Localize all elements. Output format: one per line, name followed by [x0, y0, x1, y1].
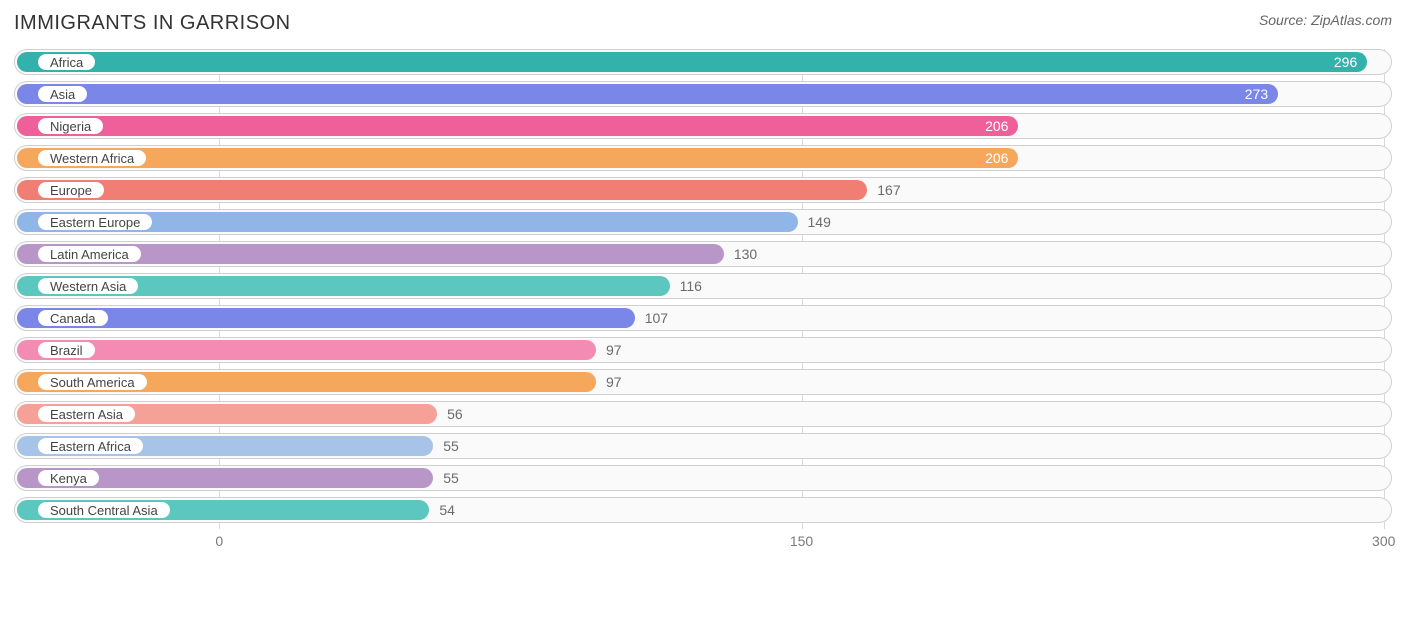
chart-source: Source: ZipAtlas.com — [1259, 12, 1392, 28]
chart-row: South America 97 — [14, 369, 1392, 395]
chart-row: Nigeria 206 — [14, 113, 1392, 139]
bar-track: Western Africa 206 — [14, 145, 1392, 171]
bar-value-label: 97 — [606, 370, 622, 394]
bar-fill — [17, 148, 1018, 168]
bar-category-pill: Canada — [37, 309, 109, 327]
bar-category-pill: Eastern Africa — [37, 437, 144, 455]
x-axis-tick-label: 0 — [215, 533, 223, 549]
x-axis-tick-label: 150 — [790, 533, 813, 549]
bar-track: Latin America 130 — [14, 241, 1392, 267]
chart-row: Kenya 55 — [14, 465, 1392, 491]
bar-category-pill: Europe — [37, 181, 105, 199]
bar-category-pill: Eastern Asia — [37, 405, 136, 423]
bar-track: Asia 273 — [14, 81, 1392, 107]
bar-track: South Central Asia 54 — [14, 497, 1392, 523]
bar-category-pill: Kenya — [37, 469, 100, 487]
bar-track: South America 97 — [14, 369, 1392, 395]
chart-row: Canada 107 — [14, 305, 1392, 331]
chart-row: Asia 273 — [14, 81, 1392, 107]
bar-track: Eastern Asia 56 — [14, 401, 1392, 427]
chart-area: Africa296Asia273Nigeria206Western Africa… — [14, 49, 1392, 555]
bar-track: Brazil 97 — [14, 337, 1392, 363]
bar-track: Africa 296 — [14, 49, 1392, 75]
bar-track: Western Asia 116 — [14, 273, 1392, 299]
bar-value-label: 296 — [1334, 50, 1357, 74]
bar-category-pill: Africa — [37, 53, 96, 71]
bar-value-label: 107 — [645, 306, 668, 330]
bar-fill — [17, 180, 867, 200]
bar-value-label: 206 — [985, 114, 1008, 138]
bar-track: Kenya 55 — [14, 465, 1392, 491]
bar-category-pill: South America — [37, 373, 148, 391]
bar-track: Nigeria 206 — [14, 113, 1392, 139]
x-axis: 0 150 300 — [14, 529, 1392, 555]
chart-row: Latin America 130 — [14, 241, 1392, 267]
bar-track: Canada 107 — [14, 305, 1392, 331]
bar-category-pill: Western Africa — [37, 149, 147, 167]
bar-track: Europe 167 — [14, 177, 1392, 203]
bar-track: Eastern Europe 149 — [14, 209, 1392, 235]
chart-title: IMMIGRANTS IN GARRISON — [14, 12, 291, 35]
bar-value-label: 206 — [985, 146, 1008, 170]
bar-track: Eastern Africa 55 — [14, 433, 1392, 459]
bar-value-label: 55 — [443, 466, 459, 490]
bar-value-label: 54 — [439, 498, 455, 522]
bar-value-label: 55 — [443, 434, 459, 458]
bar-value-label: 97 — [606, 338, 622, 362]
bar-value-label: 167 — [877, 178, 900, 202]
chart-row: Western Africa 206 — [14, 145, 1392, 171]
bar-category-pill: South Central Asia — [37, 501, 171, 519]
chart-header: IMMIGRANTS IN GARRISON Source: ZipAtlas.… — [14, 12, 1392, 35]
bar-category-pill: Latin America — [37, 245, 142, 263]
bar-value-label: 56 — [447, 402, 463, 426]
chart-rows: Africa296Asia273Nigeria206Western Africa… — [14, 49, 1392, 523]
bar-category-pill: Eastern Europe — [37, 213, 153, 231]
bar-value-label: 273 — [1245, 82, 1268, 106]
x-axis-tick-label: 300 — [1372, 533, 1395, 549]
bar-category-pill: Nigeria — [37, 117, 104, 135]
chart-row: Eastern Africa 55 — [14, 433, 1392, 459]
bar-value-label: 130 — [734, 242, 757, 266]
chart-row: Europe 167 — [14, 177, 1392, 203]
bar-fill — [17, 116, 1018, 136]
bar-value-label: 116 — [680, 274, 702, 298]
chart-row: South Central Asia 54 — [14, 497, 1392, 523]
chart-row: Africa 296 — [14, 49, 1392, 75]
bar-category-pill: Western Asia — [37, 277, 139, 295]
bar-fill — [17, 340, 596, 360]
bar-category-pill: Asia — [37, 85, 88, 103]
bar-category-pill: Brazil — [37, 341, 96, 359]
chart-row: Eastern Asia 56 — [14, 401, 1392, 427]
chart-row: Brazil 97 — [14, 337, 1392, 363]
bar-fill — [17, 52, 1367, 72]
chart-row: Eastern Europe 149 — [14, 209, 1392, 235]
bar-value-label: 149 — [808, 210, 831, 234]
bar-fill — [17, 84, 1278, 104]
bar-fill — [17, 308, 635, 328]
chart-row: Western Asia 116 — [14, 273, 1392, 299]
